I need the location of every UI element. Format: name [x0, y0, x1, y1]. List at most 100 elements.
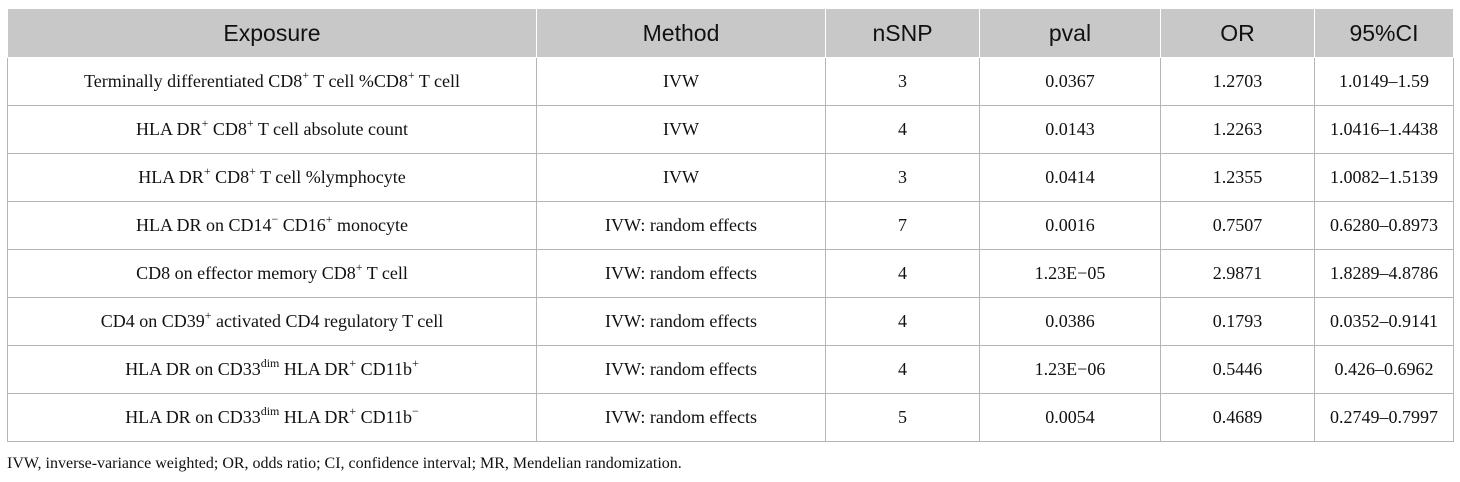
cell-method: IVW: random effects — [536, 201, 826, 250]
cell-exposure: HLA DR on CD33dim HLA DR+ CD11b− — [7, 393, 537, 442]
cell-or: 0.4689 — [1160, 393, 1315, 442]
cell-method: IVW: random effects — [536, 345, 826, 394]
cell-ci: 1.0149–1.59 — [1314, 57, 1454, 106]
cell-ci: 0.0352–0.9141 — [1314, 297, 1454, 346]
cell-method: IVW — [536, 57, 826, 106]
cell-method: IVW: random effects — [536, 393, 826, 442]
table-row: HLA DR+ CD8+ T cell %lymphocyte IVW 3 0.041… — [7, 153, 1454, 202]
cell-ci: 1.0082–1.5139 — [1314, 153, 1454, 202]
cell-or: 1.2703 — [1160, 57, 1315, 106]
cell-method: IVW — [536, 105, 826, 154]
cell-method: IVW: random effects — [536, 297, 826, 346]
cell-pval: 1.23E−05 — [979, 249, 1161, 298]
exposure-superscript: + — [204, 308, 212, 322]
exposure-text: T cell %lymphocyte — [255, 167, 406, 187]
cell-pval: 0.0386 — [979, 297, 1161, 346]
exposure-text: HLA DR on CD14 — [135, 215, 272, 235]
exposure-superscript: − — [412, 404, 419, 418]
exposure-superscript: + — [349, 356, 357, 370]
cell-ci: 0.2749–0.7997 — [1314, 393, 1454, 442]
cell-ci: 1.8289–4.8786 — [1314, 249, 1454, 298]
table-row: HLA DR on CD33dim HLA DR+ CD11b− IVW: ran… — [7, 393, 1454, 442]
exposure-text: HLA DR — [138, 167, 204, 187]
table-body: Terminally differentiated CD8+ T cell %C… — [7, 57, 1454, 442]
exposure-superscript: + — [355, 260, 363, 274]
header-nsnp: nSNP — [825, 8, 980, 58]
cell-pval: 1.23E−06 — [979, 345, 1161, 394]
exposure-text: HLA DR on CD33 — [125, 359, 261, 379]
exposure-superscript: + — [412, 356, 419, 370]
table-header-row: Exposure Method nSNP pval OR 95%CI — [7, 8, 1454, 58]
exposure-text: T cell absolute count — [253, 119, 408, 139]
cell-ci: 1.0416–1.4438 — [1314, 105, 1454, 154]
exposure-text: CD16 — [278, 215, 326, 235]
cell-pval: 0.0367 — [979, 57, 1161, 106]
cell-ci: 0.6280–0.8973 — [1314, 201, 1454, 250]
exposure-superscript: + — [325, 212, 333, 226]
exposure-text: CD11b — [356, 359, 413, 379]
cell-nsnp: 3 — [825, 57, 980, 106]
exposure-text: activated CD4 regulatory T cell — [211, 311, 444, 331]
cell-nsnp: 4 — [825, 345, 980, 394]
cell-method: IVW: random effects — [536, 249, 826, 298]
exposure-text: HLA DR — [136, 119, 202, 139]
exposure-text: CD8 — [210, 167, 250, 187]
table-footnote: IVW, inverse-variance weighted; OR, odds… — [7, 455, 682, 472]
cell-or: 0.5446 — [1160, 345, 1315, 394]
exposure-superscript: dim — [260, 356, 280, 370]
cell-exposure: Terminally differentiated CD8+ T cell %C… — [7, 57, 537, 106]
cell-ci: 0.426–0.6962 — [1314, 345, 1454, 394]
exposure-text: HLA DR — [279, 407, 350, 427]
exposure-text: T cell — [362, 263, 408, 283]
cell-nsnp: 3 — [825, 153, 980, 202]
exposure-superscript: + — [201, 116, 209, 130]
exposure-superscript: − — [271, 212, 279, 226]
exposure-text: CD8 on effector memory CD8 — [136, 263, 356, 283]
cell-or: 0.1793 — [1160, 297, 1315, 346]
exposure-text: CD4 on CD39 — [100, 311, 205, 331]
exposure-text: T cell %CD8 — [309, 71, 408, 91]
cell-pval: 0.0414 — [979, 153, 1161, 202]
exposure-text: T cell — [414, 71, 461, 91]
exposure-text: monocyte — [332, 215, 409, 235]
results-table: Exposure Method nSNP pval OR 95%CI Termi… — [7, 8, 1454, 442]
cell-exposure: HLA DR on CD33dim HLA DR+ CD11b+ — [7, 345, 537, 394]
header-method: Method — [536, 8, 826, 58]
table-row: HLA DR on CD33dim HLA DR+ CD11b+ IVW: ran… — [7, 345, 1454, 394]
header-ci: 95%CI — [1314, 8, 1454, 58]
cell-nsnp: 7 — [825, 201, 980, 250]
cell-exposure: HLA DR+ CD8+ T cell absolute count — [7, 105, 537, 154]
table-row: CD8 on effector memory CD8+ T cell IVW: r… — [7, 249, 1454, 298]
cell-nsnp: 4 — [825, 105, 980, 154]
table-row: HLA DR on CD14− CD16+ monocyte IVW: rando… — [7, 201, 1454, 250]
table-row: HLA DR+ CD8+ T cell absolute count IVW 4 0.… — [7, 105, 1454, 154]
exposure-text: HLA DR on CD33 — [125, 407, 261, 427]
cell-pval: 0.0054 — [979, 393, 1161, 442]
exposure-superscript: + — [302, 68, 310, 82]
exposure-text: CD8 — [208, 119, 247, 139]
cell-nsnp: 5 — [825, 393, 980, 442]
exposure-superscript: + — [249, 164, 256, 178]
results-table-container: Exposure Method nSNP pval OR 95%CI Termi… — [7, 8, 1454, 442]
cell-exposure: CD8 on effector memory CD8+ T cell — [7, 249, 537, 298]
exposure-superscript: + — [246, 116, 254, 130]
exposure-superscript: + — [203, 164, 211, 178]
exposure-superscript: + — [349, 404, 357, 418]
header-pval: pval — [979, 8, 1161, 58]
cell-exposure: CD4 on CD39+ activated CD4 regulatory T … — [7, 297, 537, 346]
exposure-superscript: + — [407, 68, 415, 82]
cell-nsnp: 4 — [825, 297, 980, 346]
cell-pval: 0.0143 — [979, 105, 1161, 154]
cell-or: 0.7507 — [1160, 201, 1315, 250]
table-row: Terminally differentiated CD8+ T cell %C… — [7, 57, 1454, 106]
cell-or: 2.9871 — [1160, 249, 1315, 298]
header-or: OR — [1160, 8, 1315, 58]
exposure-superscript: dim — [260, 404, 280, 418]
exposure-text: Terminally differentiated CD8 — [83, 71, 303, 91]
exposure-text: CD11b — [356, 407, 413, 427]
cell-method: IVW — [536, 153, 826, 202]
cell-exposure: HLA DR on CD14− CD16+ monocyte — [7, 201, 537, 250]
exposure-text: HLA DR — [279, 359, 350, 379]
cell-or: 1.2355 — [1160, 153, 1315, 202]
cell-pval: 0.0016 — [979, 201, 1161, 250]
